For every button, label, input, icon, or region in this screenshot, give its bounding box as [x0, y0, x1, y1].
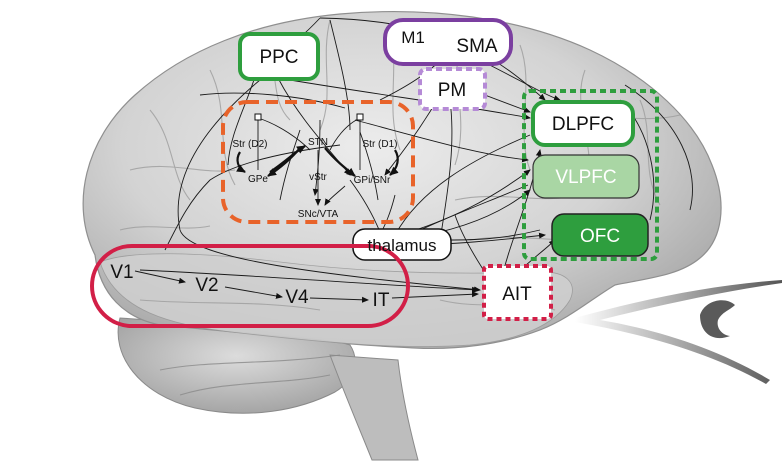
- vlpfc-label: VLPFC: [555, 167, 616, 188]
- ait-box: [482, 264, 553, 321]
- vlpfc-box: [532, 154, 640, 199]
- gpe-label: GPe: [248, 174, 268, 185]
- v1-label: V1: [110, 262, 133, 283]
- ppc-label: PPC: [259, 47, 298, 68]
- region-labels: PPC M1 SMA PM DLPFC VLPFC OFC thalamus A…: [110, 28, 620, 311]
- ofc-box: [551, 213, 649, 257]
- basal-ganglia-arrows: [236, 113, 399, 206]
- ventral-stream-box: [90, 244, 410, 328]
- vstr-label: vStr: [309, 172, 327, 183]
- dlpfc-label: DLPFC: [552, 114, 614, 135]
- gpi-snr-label: GPi/SNr: [354, 175, 391, 186]
- region-boxes: [90, 18, 659, 328]
- ait-label: AIT: [502, 284, 532, 305]
- str-d2-label: Str (D2): [233, 139, 268, 150]
- basal-ganglia-box: [221, 100, 415, 224]
- stn-label: STN: [308, 137, 328, 148]
- thalamus-label: thalamus: [368, 236, 437, 255]
- snc-vta-label: SNc/VTA: [298, 209, 339, 220]
- prefrontal-box: [522, 89, 659, 261]
- v2-label: V2: [195, 275, 218, 296]
- pm-label: PM: [438, 80, 467, 101]
- m1-sma-box: [383, 18, 513, 66]
- ppc-box: [238, 32, 320, 81]
- eye-icon: [575, 280, 782, 384]
- brainstem: [329, 354, 419, 461]
- ofc-label: OFC: [580, 226, 620, 247]
- m1-label: M1: [401, 28, 425, 47]
- sma-label: SMA: [456, 36, 498, 57]
- it-label: IT: [373, 290, 390, 311]
- dlpfc-box: [531, 100, 635, 147]
- str-d1-label: Str (D1): [363, 139, 398, 150]
- basal-ganglia-labels: Str (D2) STN Str (D1) GPe vStr GPi/SNr S…: [233, 137, 398, 220]
- pm-box: [418, 67, 487, 111]
- v4-label: V4: [285, 287, 309, 308]
